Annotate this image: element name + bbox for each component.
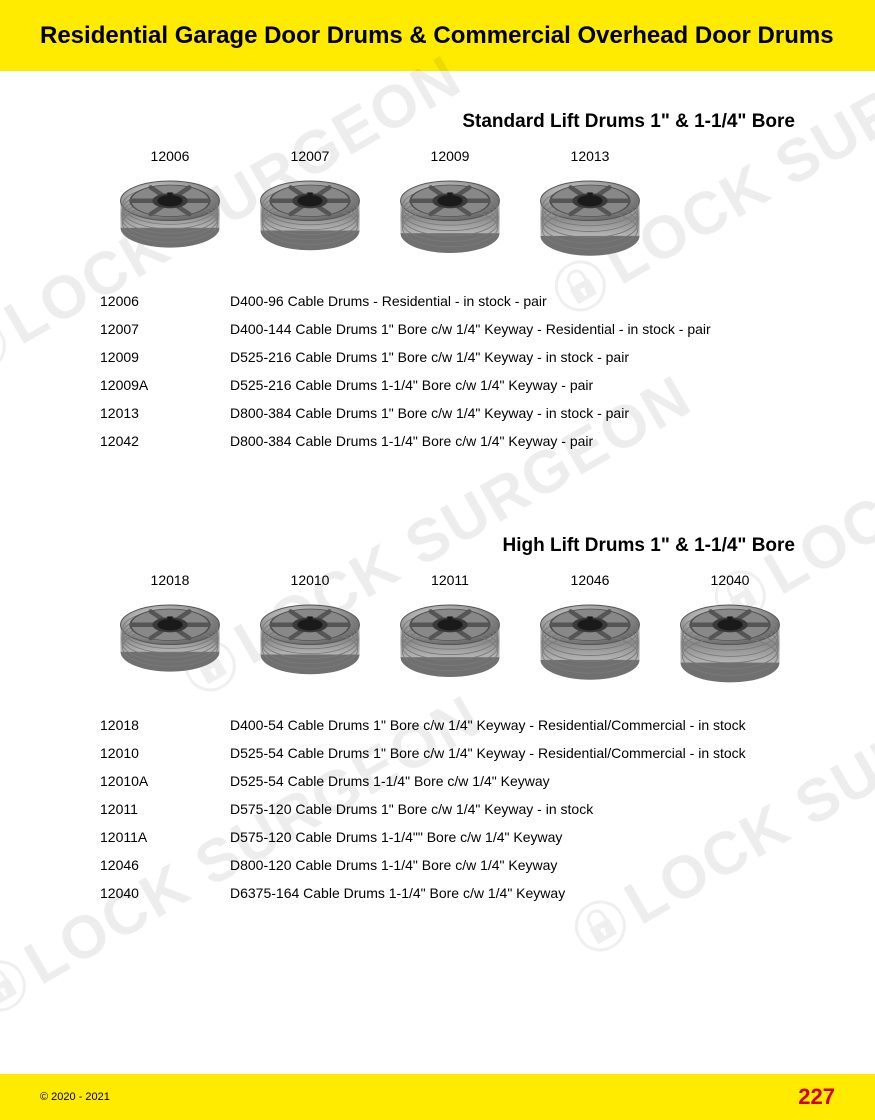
spec-sku: 12010A <box>100 773 230 789</box>
spec-sku: 12018 <box>100 717 230 733</box>
spec-description: D800-384 Cable Drums 1-1/4" Bore c/w 1/4… <box>230 433 815 449</box>
drum-sku-label: 12010 <box>291 572 330 588</box>
drum-image <box>250 596 370 686</box>
drum-item: 12013 <box>530 148 650 262</box>
spec-row: 12011D575-120 Cable Drums 1" Bore c/w 1/… <box>100 795 815 823</box>
section-high-lift: High Lift Drums 1" & 1-1/4" Bore 12018 1… <box>100 535 815 907</box>
drum-image <box>390 172 510 262</box>
section-title: High Lift Drums 1" & 1-1/4" Bore <box>100 535 795 557</box>
drum-sku-label: 12046 <box>571 572 610 588</box>
spec-row: 12013D800-384 Cable Drums 1" Bore c/w 1/… <box>100 399 815 427</box>
spec-sku: 12009A <box>100 377 230 393</box>
spec-description: D800-384 Cable Drums 1" Bore c/w 1/4" Ke… <box>230 405 815 421</box>
drums-row: 12006 12007 12009 12013 <box>110 148 815 262</box>
spec-row: 12006D400-96 Cable Drums - Residential -… <box>100 287 815 315</box>
drum-sku-label: 12040 <box>711 572 750 588</box>
drum-item: 12018 <box>110 572 230 686</box>
page-footer: © 2020 - 2021 227 <box>0 1074 875 1120</box>
spec-list: 12006D400-96 Cable Drums - Residential -… <box>100 287 815 455</box>
section-title: Standard Lift Drums 1" & 1-1/4" Bore <box>100 111 795 133</box>
spec-row: 12011AD575-120 Cable Drums 1-1/4"" Bore … <box>100 823 815 851</box>
drum-item: 12011 <box>390 572 510 686</box>
spec-description: D575-120 Cable Drums 1-1/4"" Bore c/w 1/… <box>230 829 815 845</box>
spec-list: 12018D400-54 Cable Drums 1" Bore c/w 1/4… <box>100 711 815 907</box>
page-number: 227 <box>798 1084 835 1110</box>
drum-sku-label: 12007 <box>291 148 330 164</box>
spec-sku: 12009 <box>100 349 230 365</box>
drum-item: 12010 <box>250 572 370 686</box>
spec-row: 12007D400-144 Cable Drums 1" Bore c/w 1/… <box>100 315 815 343</box>
spec-row: 12046D800-120 Cable Drums 1-1/4" Bore c/… <box>100 851 815 879</box>
spec-row: 12009D525-216 Cable Drums 1" Bore c/w 1/… <box>100 343 815 371</box>
spec-sku: 12011A <box>100 829 230 845</box>
spec-description: D400-96 Cable Drums - Residential - in s… <box>230 293 815 309</box>
spec-row: 12010AD525-54 Cable Drums 1-1/4" Bore c/… <box>100 767 815 795</box>
spec-description: D400-54 Cable Drums 1" Bore c/w 1/4" Key… <box>230 717 815 733</box>
spec-sku: 12040 <box>100 885 230 901</box>
spec-sku: 12013 <box>100 405 230 421</box>
drum-sku-label: 12011 <box>431 572 469 588</box>
drum-sku-label: 12013 <box>571 148 610 164</box>
spec-row: 12009AD525-216 Cable Drums 1-1/4" Bore c… <box>100 371 815 399</box>
drum-sku-label: 12006 <box>151 148 190 164</box>
drum-image <box>670 596 790 686</box>
copyright: © 2020 - 2021 <box>40 1091 110 1103</box>
drum-image <box>250 172 370 262</box>
drum-image <box>390 596 510 686</box>
page-title: Residential Garage Door Drums & Commerci… <box>40 20 835 51</box>
drum-item: 12040 <box>670 572 790 686</box>
spec-row: 12040D6375-164 Cable Drums 1-1/4" Bore c… <box>100 879 815 907</box>
spec-description: D6375-164 Cable Drums 1-1/4" Bore c/w 1/… <box>230 885 815 901</box>
drum-item: 12006 <box>110 148 230 262</box>
spec-description: D525-54 Cable Drums 1" Bore c/w 1/4" Key… <box>230 745 815 761</box>
spec-sku: 12011 <box>100 801 230 817</box>
drum-image <box>530 596 650 686</box>
drum-image <box>530 172 650 262</box>
section-standard-lift: Standard Lift Drums 1" & 1-1/4" Bore 120… <box>100 111 815 455</box>
drum-image <box>110 172 230 262</box>
spec-sku: 12046 <box>100 857 230 873</box>
drum-item: 12009 <box>390 148 510 262</box>
spec-sku: 12010 <box>100 745 230 761</box>
spec-description: D575-120 Cable Drums 1" Bore c/w 1/4" Ke… <box>230 801 815 817</box>
spec-row: 12010D525-54 Cable Drums 1" Bore c/w 1/4… <box>100 739 815 767</box>
spec-description: D400-144 Cable Drums 1" Bore c/w 1/4" Ke… <box>230 321 815 337</box>
spec-description: D525-54 Cable Drums 1-1/4" Bore c/w 1/4"… <box>230 773 815 789</box>
spec-description: D525-216 Cable Drums 1-1/4" Bore c/w 1/4… <box>230 377 815 393</box>
spec-row: 12018D400-54 Cable Drums 1" Bore c/w 1/4… <box>100 711 815 739</box>
drum-image <box>110 596 230 686</box>
drum-sku-label: 12018 <box>151 572 190 588</box>
spec-sku: 12006 <box>100 293 230 309</box>
spec-sku: 12007 <box>100 321 230 337</box>
drums-row: 12018 12010 12011 12046 <box>110 572 815 686</box>
spec-description: D800-120 Cable Drums 1-1/4" Bore c/w 1/4… <box>230 857 815 873</box>
spec-description: D525-216 Cable Drums 1" Bore c/w 1/4" Ke… <box>230 349 815 365</box>
drum-item: 12007 <box>250 148 370 262</box>
spec-row: 12042D800-384 Cable Drums 1-1/4" Bore c/… <box>100 427 815 455</box>
drum-item: 12046 <box>530 572 650 686</box>
page-header: Residential Garage Door Drums & Commerci… <box>0 0 875 71</box>
drum-sku-label: 12009 <box>431 148 470 164</box>
spec-sku: 12042 <box>100 433 230 449</box>
